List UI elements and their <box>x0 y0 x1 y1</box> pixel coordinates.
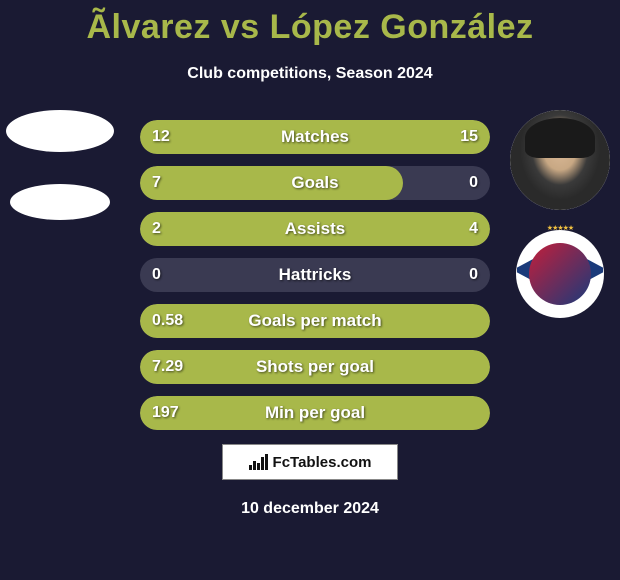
stat-bars-container: 1215Matches 70Goals 24Assists 00Hattricks 0.… <box>140 120 490 430</box>
right-club-logo: ★★★★★ <box>516 230 604 318</box>
stat-label: Min per goal <box>140 403 490 423</box>
shield-icon <box>529 243 591 305</box>
date-text: 10 december 2024 <box>0 500 620 518</box>
right-player-column: ★★★★★ <box>500 110 620 318</box>
brand-badge: FcTables.com <box>222 444 398 480</box>
stat-label: Matches <box>140 127 490 147</box>
stat-label: Shots per goal <box>140 357 490 377</box>
left-player-column <box>0 110 120 220</box>
stat-row: 7.29Shots per goal <box>140 350 490 384</box>
left-club-logo <box>10 184 110 220</box>
stat-row: 0.58Goals per match <box>140 304 490 338</box>
stat-row: 197Min per goal <box>140 396 490 430</box>
stat-row: 24Assists <box>140 212 490 246</box>
stat-label: Hattricks <box>140 265 490 285</box>
stat-row: 00Hattricks <box>140 258 490 292</box>
stat-label: Assists <box>140 219 490 239</box>
left-player-avatar <box>6 110 114 152</box>
stat-row: 70Goals <box>140 166 490 200</box>
brand-text: FcTables.com <box>273 454 372 471</box>
page-title: Ãlvarez vs López González <box>0 0 620 47</box>
stat-label: Goals <box>140 173 490 193</box>
stat-row: 1215Matches <box>140 120 490 154</box>
stat-label: Goals per match <box>140 311 490 331</box>
right-player-avatar <box>510 110 610 210</box>
face-icon <box>510 110 610 210</box>
bar-chart-icon <box>249 454 269 470</box>
page-subtitle: Club competitions, Season 2024 <box>0 65 620 83</box>
stars-icon: ★★★★★ <box>547 224 573 232</box>
